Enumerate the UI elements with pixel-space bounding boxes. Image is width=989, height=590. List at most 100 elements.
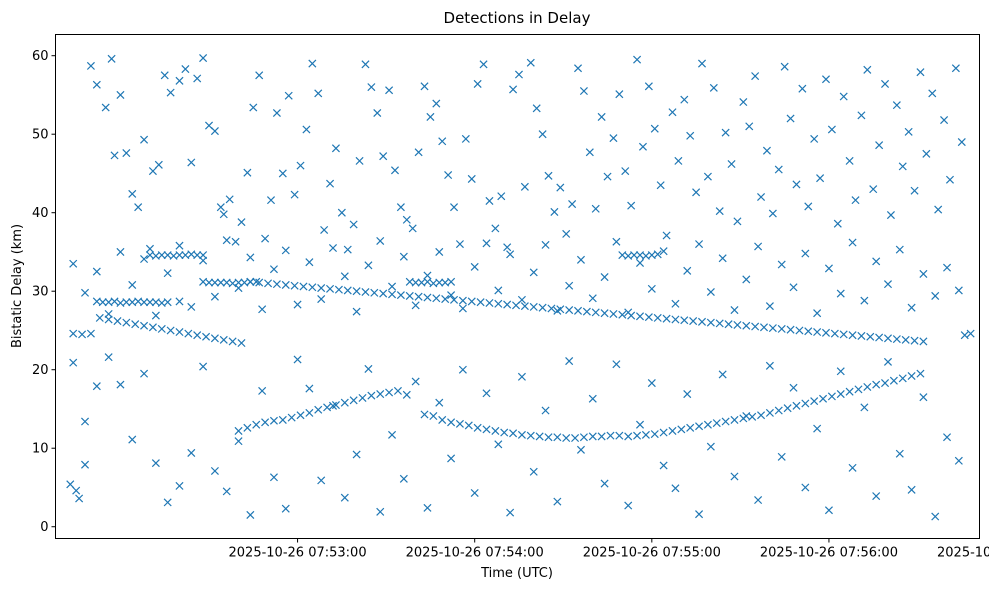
- detection-marker-noise-80: [532, 104, 541, 113]
- detection-marker-noise-216: [813, 424, 822, 433]
- detection-marker-target-track-upper-12: [175, 328, 184, 337]
- detection-marker-noise-285: [317, 295, 326, 304]
- detection-marker-noise-243: [813, 309, 822, 318]
- detection-marker-target-track-upper-88: [848, 331, 857, 340]
- detection-marker-noise-55: [385, 86, 394, 95]
- detection-marker-noise-234: [919, 269, 928, 278]
- detection-marker-noise-104: [674, 156, 683, 165]
- detection-marker-target-track-lower-21: [429, 412, 438, 421]
- detection-marker-target-track-upper-15: [202, 332, 211, 341]
- detection-marker-noise-147: [928, 89, 937, 98]
- detection-marker-noise-43: [314, 89, 323, 98]
- detection-marker-noise-292: [234, 284, 243, 293]
- detection-marker-target-track-lower-12: [340, 398, 349, 407]
- chart-title: Detections in Delay: [444, 9, 591, 27]
- detection-marker-target-track-upper-71: [697, 317, 707, 326]
- detection-marker-noise-300: [140, 254, 149, 264]
- y-tick-label-1: 10: [32, 442, 49, 457]
- detection-marker-target-track-upper-14: [193, 331, 202, 340]
- detection-marker-target-track-upper-56: [565, 306, 574, 315]
- detection-marker-noise-208: [718, 370, 727, 379]
- detection-marker-noise-109: [703, 172, 712, 181]
- detection-marker-noise-295: [199, 256, 208, 265]
- detection-marker-noise-242: [824, 264, 833, 273]
- detection-marker-target-track-upper-62: [618, 310, 627, 319]
- detection-marker-noise-54: [379, 152, 388, 161]
- detection-marker-noise-185: [447, 454, 456, 463]
- detection-marker-noise-23: [199, 54, 208, 63]
- detection-marker-noise-235: [907, 303, 916, 312]
- detection-marker-noise-41: [302, 125, 311, 134]
- detection-marker-noise-150: [945, 175, 955, 184]
- detection-marker-noise-115: [739, 97, 748, 107]
- detection-marker-noise-305: [80, 288, 90, 297]
- detection-marker-noise-262: [588, 294, 597, 303]
- detection-marker-noise-250: [730, 306, 739, 315]
- detection-marker-noise-144: [910, 186, 919, 195]
- detection-marker-noise-107: [692, 188, 701, 197]
- detection-marker-noise-271: [482, 239, 491, 248]
- detection-marker-noise-153: [69, 358, 78, 367]
- detection-marker-noise-152: [957, 138, 966, 147]
- detection-marker-noise-77: [514, 70, 524, 79]
- detection-marker-target-track-lower-49: [677, 425, 686, 434]
- detection-marker-target-track-lower-76: [916, 369, 925, 378]
- detection-marker-target-track-upper-28: [317, 284, 326, 293]
- x-axis-label: Time (UTC): [480, 566, 553, 581]
- detection-marker-noise-39: [290, 190, 299, 199]
- detection-marker-target-track-lower-16: [376, 390, 385, 399]
- x-tick-label-2: 2025-10-26 07:55:00: [583, 546, 721, 561]
- detection-marker-noise-123: [786, 114, 795, 123]
- detection-marker-clutter-line-31-9: [252, 277, 261, 286]
- detection-marker-noise-227: [943, 433, 952, 442]
- detection-marker-noise-106: [686, 131, 695, 140]
- detection-marker-target-track-lower-39: [588, 432, 597, 441]
- detection-marker-target-track-upper-60: [600, 309, 609, 318]
- detection-marker-target-track-lower-22: [438, 415, 447, 424]
- detection-marker-target-track-upper-81: [786, 325, 795, 334]
- detection-marker-target-track-upper-23: [272, 280, 281, 289]
- detection-marker-target-track-lower-64: [810, 397, 819, 406]
- detection-marker-noise-209: [730, 472, 739, 481]
- detection-marker-noise-190: [506, 508, 515, 517]
- detection-marker-target-track-upper-61: [609, 309, 618, 319]
- detection-marker-target-track-lower-55: [730, 415, 739, 424]
- detection-marker-target-track-upper-70: [689, 317, 698, 326]
- detection-marker-target-track-lower-24: [455, 419, 464, 428]
- detection-marker-noise-283: [340, 272, 349, 281]
- detection-marker-noise-102: [662, 231, 671, 240]
- series-clutter-line-31: [199, 277, 456, 288]
- detection-marker-target-track-upper-96: [919, 337, 928, 346]
- detection-marker-noise-196: [576, 445, 585, 454]
- detection-marker-target-track-upper-1: [78, 330, 87, 339]
- detection-marker-target-track-upper-79: [768, 324, 777, 333]
- detection-marker-target-track-upper-48: [494, 299, 503, 308]
- detection-marker-noise-64: [438, 137, 447, 146]
- detection-marker-noise-51: [361, 60, 370, 69]
- detection-marker-noise-8: [110, 151, 119, 160]
- detection-marker-noise-241: [836, 289, 845, 298]
- detection-marker-target-track-upper-13: [184, 329, 193, 338]
- detection-marker-noise-278: [399, 252, 408, 261]
- detection-marker-noise-89: [585, 148, 594, 157]
- detection-marker-noise-0: [66, 480, 75, 489]
- detection-marker-target-track-upper-18: [228, 337, 237, 346]
- detection-marker-noise-63: [432, 99, 441, 108]
- detection-marker-noise-155: [92, 382, 101, 391]
- detection-marker-target-track-upper-78: [759, 323, 769, 332]
- detection-marker-target-track-lower-41: [606, 431, 615, 440]
- detection-marker-noise-239: [860, 296, 869, 305]
- detection-marker-target-track-upper-3: [95, 313, 104, 322]
- detection-marker-target-track-lower-74: [898, 374, 907, 383]
- detection-marker-target-track-upper-77: [751, 322, 760, 331]
- detection-marker-target-track-upper-11: [166, 326, 175, 335]
- detection-marker-target-track-upper-24: [281, 280, 290, 289]
- y-tick-label-0: 0: [40, 520, 48, 535]
- y-tick-label-6: 60: [32, 49, 49, 64]
- detection-marker-noise-17: [160, 71, 169, 80]
- detection-marker-target-track-upper-76: [742, 321, 751, 330]
- detection-marker-noise-95: [621, 167, 630, 176]
- detection-marker-noise-108: [697, 59, 707, 68]
- detection-marker-target-track-lower-69: [854, 385, 863, 394]
- detection-marker-target-track-lower-2: [252, 420, 261, 429]
